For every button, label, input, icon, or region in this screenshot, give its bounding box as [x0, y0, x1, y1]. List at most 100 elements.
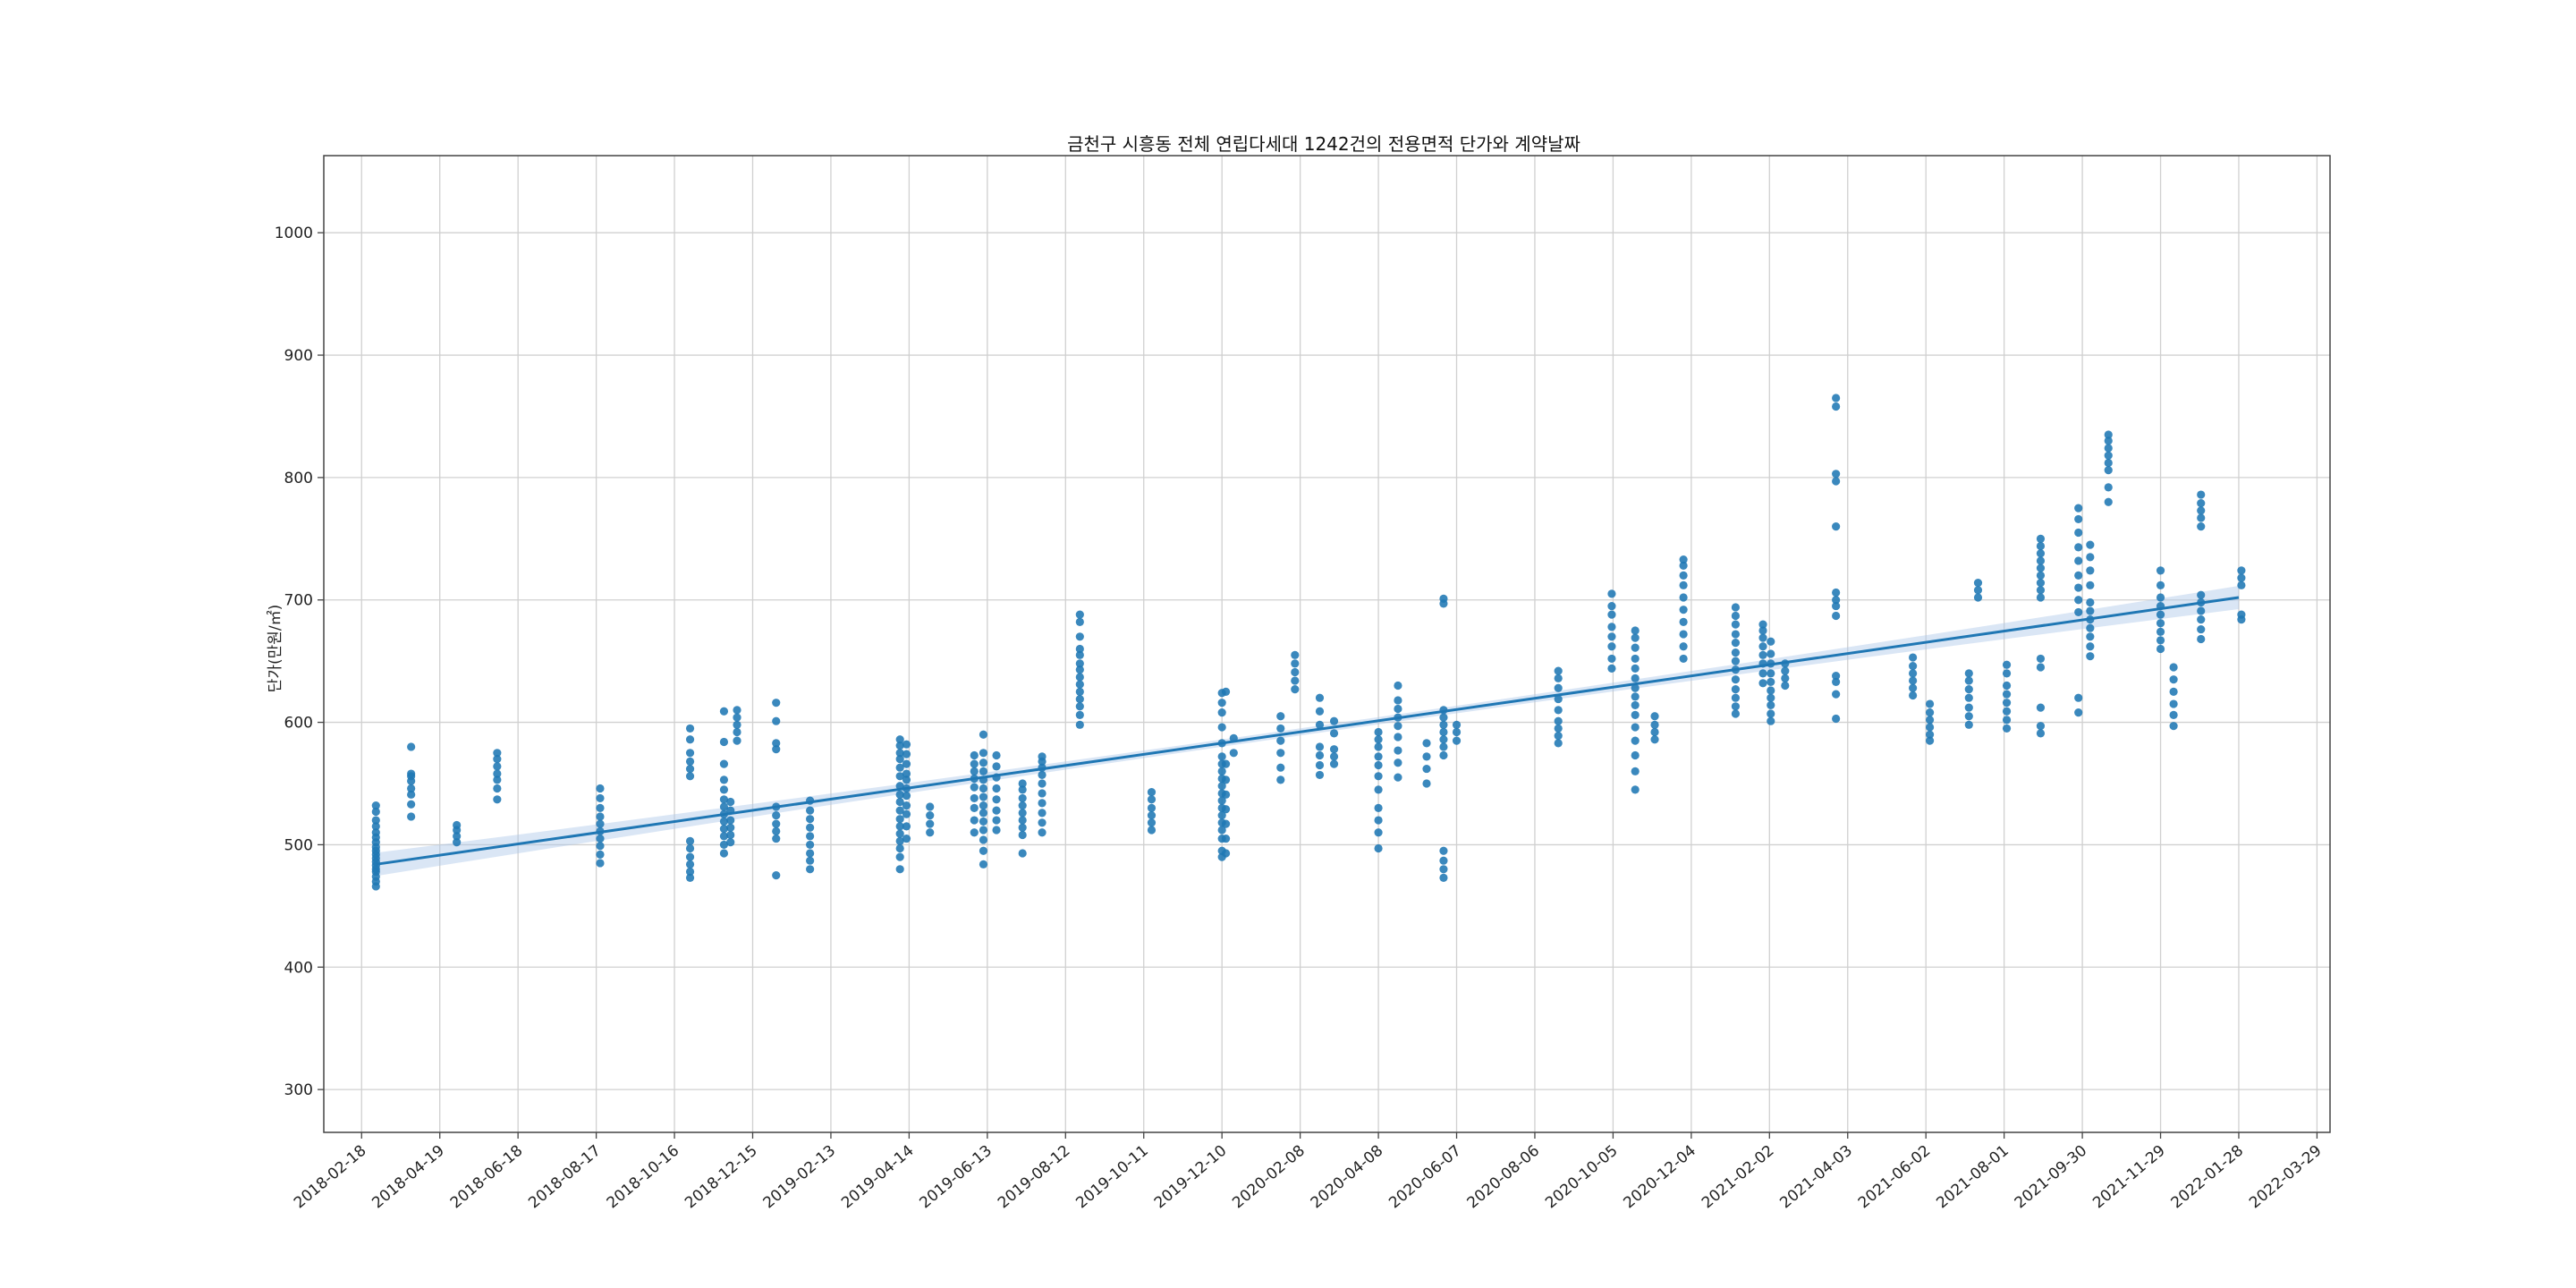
- data-point: [1832, 611, 1841, 621]
- data-point: [1781, 681, 1790, 691]
- data-point: [726, 816, 735, 825]
- data-point: [1679, 642, 1688, 651]
- data-point: [926, 810, 935, 820]
- data-point: [596, 834, 605, 843]
- data-point: [493, 755, 502, 764]
- data-point: [970, 750, 979, 760]
- data-point: [772, 810, 781, 820]
- data-point: [1452, 727, 1462, 737]
- data-point: [1075, 687, 1084, 696]
- data-point: [1394, 733, 1402, 741]
- data-point: [1075, 665, 1084, 674]
- data-point: [596, 793, 605, 803]
- data-point: [1018, 849, 1027, 858]
- data-point: [1832, 677, 1841, 687]
- data-point: [895, 822, 904, 831]
- data-point: [2197, 624, 2206, 634]
- data-point: [1832, 522, 1841, 531]
- y-tick-label: 1000: [275, 225, 313, 242]
- data-point: [719, 759, 729, 768]
- data-point: [1439, 742, 1448, 751]
- data-point: [1276, 736, 1285, 745]
- data-point: [1679, 630, 1688, 639]
- data-point: [902, 822, 911, 831]
- y-tick-label: 800: [284, 470, 313, 487]
- data-point: [2086, 540, 2095, 549]
- data-point: [1909, 653, 1918, 662]
- data-point: [2156, 610, 2165, 619]
- data-point: [1038, 809, 1046, 818]
- data-point: [1276, 724, 1285, 733]
- data-point: [1394, 758, 1402, 767]
- data-point: [970, 828, 979, 837]
- data-point: [719, 802, 729, 811]
- data-point: [2169, 687, 2178, 696]
- data-point: [1018, 823, 1027, 832]
- data-point: [1038, 818, 1046, 827]
- data-point: [2156, 580, 2165, 589]
- data-point: [1147, 818, 1157, 827]
- data-point: [979, 826, 988, 835]
- data-point: [2104, 436, 2113, 445]
- data-point: [806, 815, 815, 824]
- data-point: [2086, 652, 2095, 661]
- data-point: [2169, 699, 2178, 708]
- data-point: [2036, 571, 2046, 580]
- data-point: [895, 772, 904, 781]
- data-point: [2074, 514, 2083, 524]
- data-point: [1631, 700, 1640, 710]
- data-point: [2036, 703, 2046, 712]
- data-point: [806, 823, 815, 832]
- data-point: [806, 849, 815, 858]
- data-point: [1374, 727, 1383, 737]
- data-point: [685, 757, 695, 766]
- data-point: [1758, 679, 1767, 688]
- data-point: [1832, 470, 1841, 479]
- data-point: [902, 740, 911, 749]
- data-point: [719, 840, 729, 850]
- data-point: [1374, 772, 1383, 781]
- data-point: [1217, 699, 1226, 708]
- y-tick-label: 400: [284, 959, 313, 977]
- data-point: [1018, 793, 1027, 803]
- data-point: [1291, 650, 1300, 659]
- data-point: [493, 762, 502, 771]
- data-point: [926, 828, 935, 837]
- data-point: [2156, 593, 2165, 602]
- data-point: [1554, 666, 1563, 675]
- data-point: [1439, 713, 1448, 722]
- regression-line: [376, 596, 2240, 866]
- data-point: [1439, 865, 1448, 874]
- data-point: [407, 784, 416, 793]
- data-point: [1607, 589, 1616, 598]
- data-point: [1964, 720, 1973, 729]
- data-point: [1554, 706, 1563, 715]
- data-point: [1731, 675, 1741, 684]
- data-point: [895, 865, 904, 874]
- data-point: [2036, 564, 2046, 572]
- data-point: [1554, 674, 1563, 682]
- data-point: [1374, 735, 1383, 744]
- data-point: [733, 736, 741, 745]
- data-point: [1964, 693, 1973, 702]
- data-point: [1291, 685, 1300, 694]
- data-point: [2036, 593, 2046, 602]
- data-point: [1075, 650, 1084, 659]
- data-point: [1422, 764, 1431, 774]
- data-point: [1767, 669, 1775, 678]
- data-point: [596, 859, 605, 868]
- data-point: [895, 829, 904, 838]
- data-point: [902, 775, 911, 784]
- data-point: [1038, 828, 1046, 837]
- data-point: [926, 802, 935, 811]
- data-point: [772, 826, 781, 835]
- data-point: [979, 749, 988, 758]
- y-tick-label: 500: [284, 836, 313, 854]
- data-point: [895, 843, 904, 853]
- data-point: [992, 795, 1001, 804]
- data-point: [2002, 699, 2012, 708]
- data-point: [1439, 846, 1448, 855]
- data-point: [1221, 834, 1231, 843]
- data-point: [1731, 603, 1741, 612]
- data-point: [493, 749, 502, 758]
